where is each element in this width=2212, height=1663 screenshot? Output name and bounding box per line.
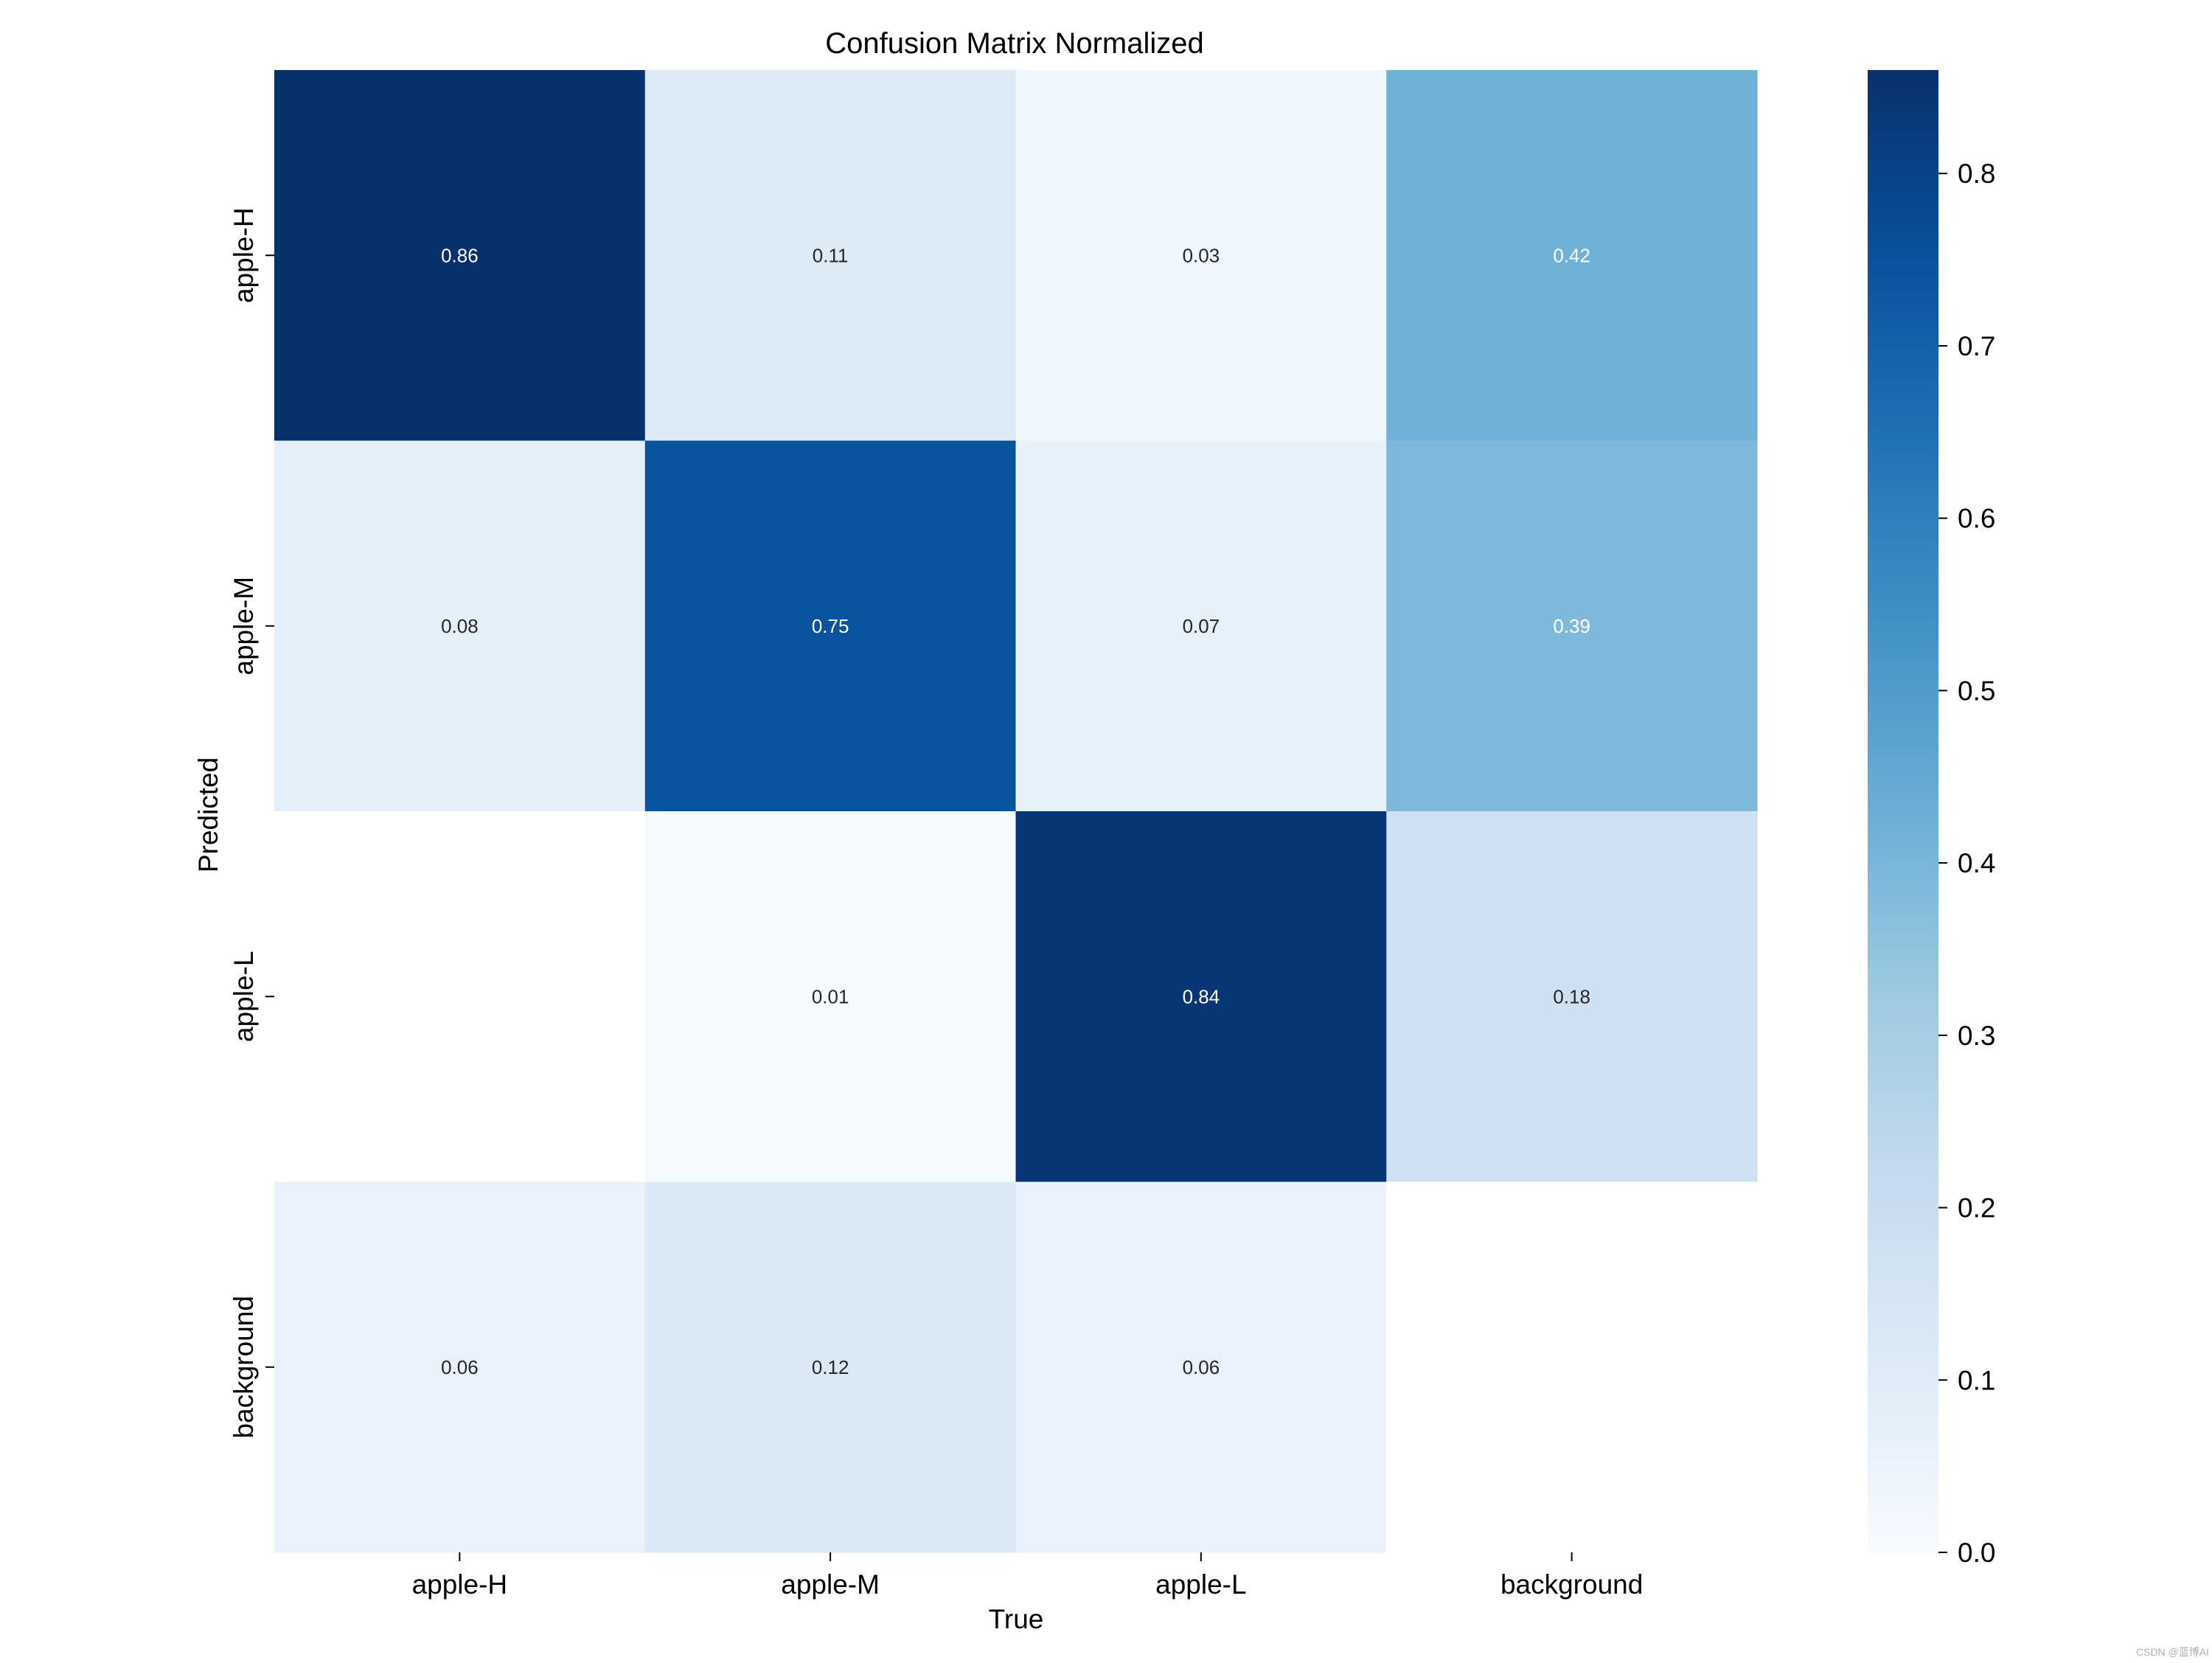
cell-value-label: 0.18 <box>1553 985 1590 1007</box>
colorbar-tick-label: 0.8 <box>1958 159 1995 189</box>
colorbar-tick-label: 0.3 <box>1958 1021 1995 1051</box>
cell-value-label: 0.07 <box>1183 615 1220 637</box>
y-tick-label: apple-L <box>229 951 259 1042</box>
heatmap-cell <box>1015 440 1387 812</box>
cell-value-label: 0.08 <box>441 615 479 637</box>
heatmap-cell <box>274 440 646 812</box>
colorbar-tick-label: 0.2 <box>1958 1193 1995 1223</box>
heatmap-cell <box>274 70 646 442</box>
cell-value-label: 0.42 <box>1553 244 1590 266</box>
colorbar-tick-label: 0.4 <box>1958 848 1995 878</box>
chart-title: Confusion Matrix Normalized <box>825 27 1204 60</box>
heatmap-cell <box>1015 1181 1387 1553</box>
watermark: CSDN @蓝博AI <box>2136 1646 2209 1658</box>
colorbar-tick-label: 0.0 <box>1958 1538 1995 1568</box>
heatmap-cells: 0.86 0.11 0.03 0.42 0.08 0.75 0.07 0.39 0.01 0.84… <box>274 70 1758 1553</box>
y-tick-labels: apple-H apple-M apple-L background <box>229 207 274 1438</box>
cell-value-label: 0.03 <box>1183 244 1220 266</box>
x-tick-labels: apple-H apple-M apple-L background <box>412 1552 1643 1600</box>
y-tick-label: background <box>229 1296 259 1438</box>
heatmap-cell <box>1386 440 1758 812</box>
colorbar-tick-label: 0.7 <box>1958 331 1995 361</box>
cell-value-label: 0.11 <box>813 244 849 266</box>
heatmap-cell <box>644 1181 1017 1553</box>
cell-value-label: 0.06 <box>441 1356 479 1378</box>
heatmap-cell <box>1386 811 1758 1183</box>
x-tick-label: apple-L <box>1155 1569 1246 1600</box>
x-tick-label: background <box>1500 1569 1643 1600</box>
cell-value-label: 0.86 <box>441 244 479 266</box>
y-tick-label: apple-H <box>229 207 259 303</box>
y-tick-label: apple-M <box>229 577 259 676</box>
heatmap-cell <box>1015 70 1387 442</box>
heatmap-cell <box>274 811 646 1183</box>
cell-value-label: 0.01 <box>812 985 849 1007</box>
x-tick-label: apple-H <box>412 1569 508 1600</box>
heatmap-cell <box>1015 811 1387 1183</box>
colorbar-tick-label: 0.6 <box>1958 504 1995 534</box>
heatmap-cell <box>1386 70 1758 442</box>
heatmap-cell <box>1386 1181 1758 1553</box>
heatmap-cell <box>644 440 1017 812</box>
colorbar-gradient <box>1868 70 1938 1552</box>
heatmap-cell <box>644 811 1017 1183</box>
colorbar: 0.0 0.1 0.2 0.3 0.4 0.5 0.6 0.7 0.8 <box>1868 70 1995 1568</box>
cell-value-label: 0.39 <box>1553 615 1590 637</box>
heatmap-cell <box>644 70 1017 442</box>
cell-value-label: 0.75 <box>812 615 849 637</box>
heatmap-cell <box>274 1181 646 1553</box>
x-tick-label: apple-M <box>781 1569 880 1600</box>
colorbar-tick-label: 0.5 <box>1958 676 1995 706</box>
y-axis-label: Predicted <box>193 757 223 872</box>
colorbar-tick-label: 0.1 <box>1958 1365 1995 1395</box>
cell-value-label: 0.12 <box>812 1356 849 1378</box>
x-axis-label: True <box>989 1604 1044 1634</box>
cell-value-label: 0.84 <box>1183 985 1220 1007</box>
cell-value-label: 0.06 <box>1183 1356 1220 1378</box>
